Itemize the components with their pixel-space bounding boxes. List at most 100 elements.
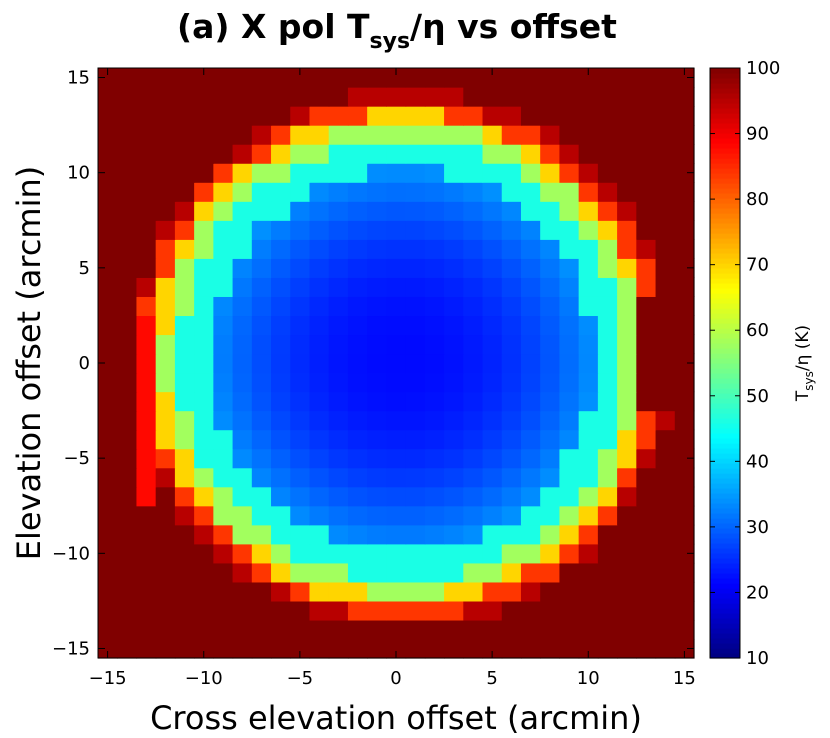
heatmap-cell (174, 125, 195, 145)
heatmap-cell (213, 410, 234, 431)
heatmap-cell (232, 68, 253, 88)
heatmap-cell (309, 106, 330, 126)
heatmap-cell (674, 429, 695, 450)
heatmap-cell (309, 315, 330, 336)
heatmap-cell (501, 372, 522, 393)
heatmap-cell (674, 581, 695, 602)
heatmap-cell (636, 600, 657, 621)
colorbar-segment (710, 253, 740, 259)
heatmap-cell (520, 334, 541, 355)
heatmap-cell (117, 182, 138, 202)
heatmap-cell (405, 87, 426, 107)
colorbar-segment (710, 103, 740, 109)
heatmap-cell (463, 581, 484, 602)
heatmap-cell (520, 144, 541, 164)
colorbar-segment (710, 133, 740, 139)
heatmap-cell (328, 505, 349, 526)
heatmap-cell (98, 410, 118, 431)
heatmap-cell (463, 562, 484, 583)
heatmap-cell (424, 505, 445, 526)
heatmap-cell (597, 353, 618, 374)
colorbar-segment (710, 413, 740, 419)
heatmap-cell (367, 562, 387, 583)
heatmap-cell (674, 543, 695, 564)
heatmap-cell (617, 68, 637, 88)
heatmap-cell (117, 334, 138, 355)
heatmap-cell (136, 391, 157, 412)
heatmap-cell (655, 429, 676, 450)
heatmap-cell (520, 353, 541, 374)
heatmap-cell (251, 524, 272, 545)
heatmap-cell (136, 144, 157, 164)
colorbar-segment (710, 168, 740, 174)
heatmap-cell (463, 182, 484, 202)
colorbar (710, 68, 740, 659)
colorbar-segment (710, 553, 740, 559)
heatmap-cell (347, 125, 368, 145)
colorbar-segment (710, 163, 740, 169)
heatmap-cell (617, 372, 637, 393)
colorbar-segment (710, 543, 740, 549)
heatmap-cell (559, 429, 580, 450)
heatmap-cell (232, 448, 253, 469)
heatmap-cell (347, 220, 368, 240)
heatmap-cell (617, 277, 637, 297)
heatmap-cell (424, 467, 445, 488)
heatmap-cell (155, 638, 176, 659)
heatmap-cell (578, 163, 599, 183)
heatmap-cell (540, 163, 561, 183)
heatmap-cell (617, 581, 637, 602)
heatmap-cell (617, 296, 637, 317)
heatmap-cell (290, 125, 311, 145)
heatmap-cell (386, 429, 407, 450)
x-tick-label: −5 (287, 668, 314, 689)
heatmap-cell (174, 68, 195, 88)
heatmap-cell (213, 429, 234, 450)
heatmap-cell (617, 486, 637, 507)
heatmap-cell (328, 619, 349, 640)
heatmap-cell (501, 125, 522, 145)
heatmap-cell (482, 182, 503, 202)
heatmap-cell (482, 353, 503, 374)
heatmap-cell (271, 220, 291, 240)
heatmap-cell (98, 372, 118, 393)
heatmap-cell (251, 562, 272, 583)
colorbar-segment (710, 83, 740, 89)
heatmap-cell (136, 258, 157, 278)
heatmap-cell (271, 391, 291, 412)
heatmap-cell (174, 182, 195, 202)
heatmap-cell (155, 163, 176, 183)
heatmap-cell (482, 543, 503, 564)
heatmap-cell (347, 87, 368, 107)
heatmap-cell (674, 239, 695, 259)
heatmap-cell (232, 220, 253, 240)
heatmap-cell (213, 258, 234, 278)
heatmap-cell (578, 239, 599, 259)
heatmap-cell (655, 638, 676, 659)
colorbar-segment (710, 458, 740, 464)
heatmap-cell (636, 543, 657, 564)
heatmap-cell (194, 353, 214, 374)
heatmap-cell (174, 562, 195, 583)
heatmap-cell (463, 619, 484, 640)
colorbar-tick-label: 10 (746, 648, 769, 669)
heatmap-cell (559, 353, 580, 374)
heatmap-cell (424, 125, 445, 145)
heatmap-cell (482, 239, 503, 259)
heatmap-cell (578, 372, 599, 393)
colorbar-segment (710, 323, 740, 329)
heatmap-cell (174, 258, 195, 278)
heatmap-cell (520, 201, 541, 221)
heatmap-cell (520, 87, 541, 107)
heatmap-cell (232, 581, 253, 602)
heatmap-cell (136, 429, 157, 450)
heatmap-cell (501, 448, 522, 469)
heatmap-cell (213, 524, 234, 545)
heatmap-cell (347, 524, 368, 545)
y-tick-label: −5 (63, 448, 90, 469)
heatmap-cell (155, 258, 176, 278)
heatmap-cell (367, 505, 387, 526)
heatmap-cell (482, 277, 503, 297)
heatmap-cell (424, 562, 445, 583)
heatmap-cell (540, 372, 561, 393)
